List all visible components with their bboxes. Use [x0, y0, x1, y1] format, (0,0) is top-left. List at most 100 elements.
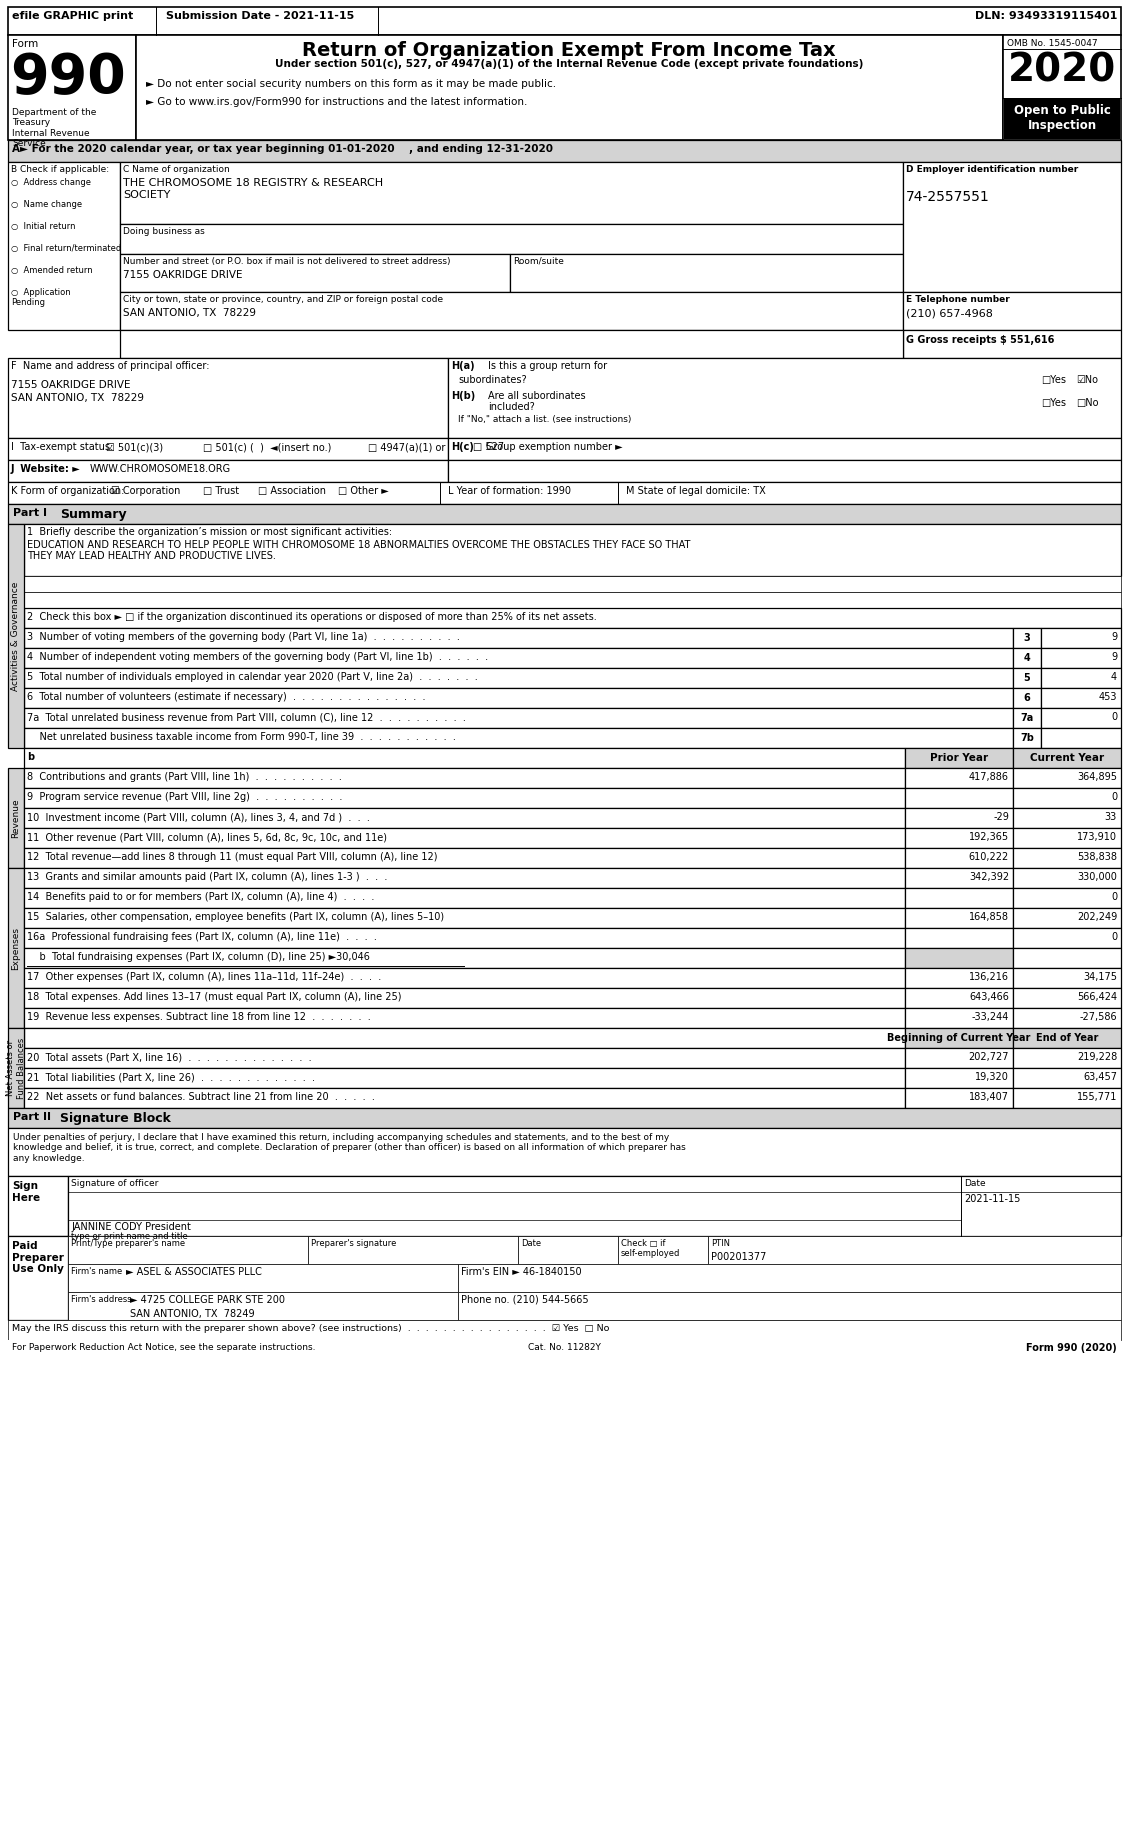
Bar	[8, 7, 1121, 35]
Text: I  Tax-exempt status:: I Tax-exempt status:	[11, 442, 113, 451]
Bar	[510, 254, 903, 292]
Bar	[905, 868, 1013, 888]
Text: 9  Program service revenue (Part VIII, line 2g)  .  .  .  .  .  .  .  .  .  .: 9 Program service revenue (Part VIII, li…	[27, 791, 342, 802]
Text: ○  Final return/terminated: ○ Final return/terminated	[11, 245, 121, 252]
Text: 183,407: 183,407	[969, 1093, 1009, 1102]
Bar	[448, 358, 1121, 438]
Bar	[1013, 649, 1041, 669]
Text: □ Trust: □ Trust	[203, 486, 239, 495]
Text: Activities & Governance: Activities & Governance	[11, 581, 20, 691]
Text: 643,466: 643,466	[969, 992, 1009, 1001]
Bar	[1013, 908, 1121, 928]
Bar	[1013, 888, 1121, 908]
Bar	[905, 787, 1013, 808]
Text: Doing business as: Doing business as	[123, 227, 204, 236]
Bar	[24, 828, 905, 848]
Text: Cat. No. 11282Y: Cat. No. 11282Y	[527, 1343, 601, 1352]
Text: 14  Benefits paid to or for members (Part IX, column (A), line 4)  .  .  .  .: 14 Benefits paid to or for members (Part…	[27, 892, 375, 903]
Text: 6: 6	[1024, 692, 1031, 703]
Text: Check □ if
self-employed: Check □ if self-employed	[621, 1239, 681, 1259]
Bar	[68, 1177, 1121, 1237]
Bar	[24, 1089, 905, 1107]
Bar	[24, 727, 1013, 747]
Bar	[24, 669, 1013, 689]
Bar	[8, 767, 24, 868]
Bar	[8, 1319, 1121, 1339]
Bar	[1013, 709, 1041, 727]
Text: 63,457: 63,457	[1083, 1072, 1117, 1082]
Text: Form 990 (2020): Form 990 (2020)	[1026, 1343, 1117, 1354]
Bar	[1013, 948, 1121, 968]
Bar	[618, 1237, 708, 1264]
Bar	[1013, 1049, 1121, 1069]
Text: 16a  Professional fundraising fees (Part IX, column (A), line 11e)  .  .  .  .: 16a Professional fundraising fees (Part …	[27, 932, 377, 943]
Text: 0: 0	[1111, 932, 1117, 943]
Text: -33,244: -33,244	[972, 1012, 1009, 1021]
Text: P00201377: P00201377	[711, 1251, 767, 1262]
Text: Net unrelated business taxable income from Form 990-T, line 39  .  .  .  .  .  .: Net unrelated business taxable income fr…	[27, 733, 456, 742]
Text: ○  Name change: ○ Name change	[11, 199, 82, 208]
Text: 7a: 7a	[1021, 713, 1034, 723]
Text: Signature Block: Signature Block	[60, 1113, 170, 1125]
Bar	[1013, 1069, 1121, 1089]
Text: C Name of organization: C Name of organization	[123, 164, 229, 174]
Bar	[24, 1009, 905, 1029]
Bar	[68, 1264, 458, 1292]
Text: 7155 OAKRIDGE DRIVE: 7155 OAKRIDGE DRIVE	[11, 380, 131, 389]
Bar	[1013, 727, 1041, 747]
Text: 610,222: 610,222	[969, 851, 1009, 862]
Text: H(a): H(a)	[450, 362, 474, 371]
Bar	[903, 292, 1121, 331]
Text: Under penalties of perjury, I declare that I have examined this return, includin: Under penalties of perjury, I declare th…	[14, 1133, 685, 1162]
Text: M State of legal domicile: TX: M State of legal domicile: TX	[625, 486, 765, 495]
Bar	[1013, 747, 1121, 767]
Bar	[708, 1237, 1121, 1264]
Text: 13  Grants and similar amounts paid (Part IX, column (A), lines 1-3 )  .  .  .: 13 Grants and similar amounts paid (Part…	[27, 871, 387, 882]
Text: 202,727: 202,727	[969, 1052, 1009, 1061]
Text: A► For the 2020 calendar year, or tax year beginning 01-01-2020    , and ending : A► For the 2020 calendar year, or tax ye…	[12, 144, 553, 153]
Bar	[458, 1264, 1121, 1292]
Text: type or print name and title: type or print name and title	[71, 1231, 187, 1241]
Text: 164,858: 164,858	[969, 912, 1009, 923]
Bar	[8, 1107, 1121, 1127]
Bar	[8, 504, 1121, 524]
Text: 330,000: 330,000	[1077, 871, 1117, 882]
Bar	[1013, 689, 1041, 709]
Bar	[1013, 628, 1041, 649]
Bar	[905, 848, 1013, 868]
Text: 342,392: 342,392	[969, 871, 1009, 882]
Text: K Form of organization:: K Form of organization:	[11, 486, 124, 495]
Text: subordinates?: subordinates?	[458, 375, 526, 385]
Bar	[905, 1069, 1013, 1089]
Text: Return of Organization Exempt From Income Tax: Return of Organization Exempt From Incom…	[303, 40, 835, 60]
Text: For Paperwork Reduction Act Notice, see the separate instructions.: For Paperwork Reduction Act Notice, see …	[12, 1343, 315, 1352]
Bar	[448, 460, 1121, 482]
Text: Firm's EIN ► 46-1840150: Firm's EIN ► 46-1840150	[461, 1266, 581, 1277]
Text: included?: included?	[488, 402, 535, 413]
Bar	[24, 689, 1013, 709]
Text: 33: 33	[1105, 811, 1117, 822]
Text: (210) 657-4968: (210) 657-4968	[905, 309, 992, 318]
Text: □ Association: □ Association	[259, 486, 326, 495]
Text: 2020: 2020	[1008, 51, 1117, 90]
Text: 2  Check this box ► □ if the organization discontinued its operations or dispose: 2 Check this box ► □ if the organization…	[27, 612, 597, 621]
Text: L Year of formation: 1990: L Year of formation: 1990	[448, 486, 571, 495]
Text: ○  Application
Pending: ○ Application Pending	[11, 289, 71, 307]
Bar	[24, 524, 1121, 576]
Text: PTIN: PTIN	[711, 1239, 730, 1248]
Text: 9: 9	[1111, 632, 1117, 641]
Text: 155,771: 155,771	[1077, 1093, 1117, 1102]
Text: 3  Number of voting members of the governing body (Part VI, line 1a)  .  .  .  .: 3 Number of voting members of the govern…	[27, 632, 460, 641]
Text: Date: Date	[964, 1178, 986, 1188]
Bar	[1013, 928, 1121, 948]
Bar	[24, 787, 905, 808]
Text: Group exemption number ►: Group exemption number ►	[485, 442, 622, 451]
Text: OMB No. 1545-0047: OMB No. 1545-0047	[1007, 38, 1097, 48]
Bar	[8, 524, 24, 747]
Text: ► Do not enter social security numbers on this form as it may be made public.: ► Do not enter social security numbers o…	[146, 79, 557, 90]
Bar	[120, 254, 510, 292]
Bar	[8, 35, 135, 141]
Text: 5: 5	[1024, 672, 1031, 683]
Text: JANNINE CODY President: JANNINE CODY President	[71, 1222, 191, 1231]
Bar	[8, 163, 120, 331]
